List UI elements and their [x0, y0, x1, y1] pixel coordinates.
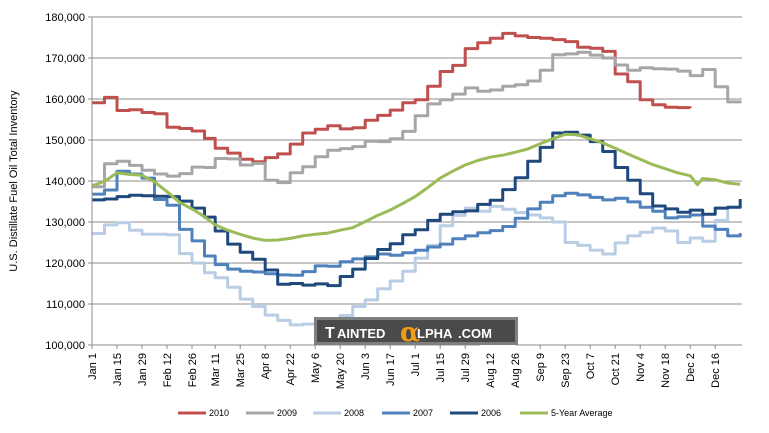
legend-label: 2006 [481, 408, 501, 418]
x-tick-label: Jan 15 [112, 353, 124, 386]
x-tick-label: Jun 17 [385, 353, 397, 386]
legend-label: 2009 [277, 408, 297, 418]
y-tick-label: 180,000 [45, 12, 85, 24]
x-tick-label: Aug 26 [510, 353, 522, 388]
x-tick-label: Nov 18 [660, 353, 672, 388]
x-tick-label: Aug 12 [485, 353, 497, 388]
x-tick-label: Feb 26 [187, 353, 199, 387]
grid [92, 16, 742, 346]
y-tick-label: 140,000 [45, 176, 85, 188]
y-tick-label: 130,000 [45, 217, 85, 229]
y-tick-label: 110,000 [46, 299, 85, 311]
x-tick-label: Sep 9 [535, 353, 547, 382]
y-tick-label: 100,000 [45, 340, 85, 352]
x-tick-label: May 20 [335, 353, 347, 389]
legend-label: 2010 [209, 408, 229, 418]
watermark-com: .COM [458, 326, 492, 341]
series-line-2009 [92, 50, 742, 189]
series-line-2006 [92, 130, 742, 288]
x-axis-ticks: Jan 1 Jan 15 Jan 29 Feb 12 Feb 26 Mar 11 Mar 2… [87, 345, 722, 389]
y-axis-title: U.S. Distillate Fuel Oil Total Inventory [8, 90, 20, 272]
x-tick-label: Jul 29 [460, 353, 472, 382]
series-line-2007 [92, 169, 742, 277]
watermark-t: T [325, 325, 335, 342]
x-tick-label: May 6 [310, 353, 322, 383]
x-tick-label: Apr 8 [260, 353, 272, 379]
x-tick-label: Jul 1 [410, 353, 422, 376]
x-tick-label: Jan 1 [87, 353, 99, 380]
y-tick-label: 150,000 [45, 135, 85, 147]
x-tick-label: Oct 21 [610, 353, 622, 385]
x-tick-label: Feb 12 [162, 353, 174, 387]
x-tick-label: Jul 15 [435, 353, 447, 382]
legend: 2010 2009 2008 2007 2006 5-Year Average [178, 408, 613, 418]
x-tick-label: Apr 22 [285, 353, 297, 385]
x-tick-label: Dec 2 [685, 353, 697, 382]
watermark-logo: T AINTED α LPHA .COM [314, 317, 518, 349]
watermark-alpha: α [400, 318, 420, 348]
y-tick-label: 170,000 [45, 53, 85, 65]
watermark-ainted: AINTED [337, 326, 385, 341]
x-tick-label: Dec 16 [710, 353, 722, 388]
y-tick-label: 120,000 [45, 258, 85, 270]
legend-label: 5-Year Average [551, 408, 613, 418]
x-tick-label: Sep 23 [560, 353, 572, 388]
legend-label: 2007 [413, 408, 433, 418]
legend-label: 2008 [344, 408, 364, 418]
x-tick-label: Mar 25 [235, 353, 247, 387]
y-axis-ticks: 100,000 110,000 120,000 130,000 140,000 150,0… [45, 12, 92, 352]
series-line-5-year-average [91, 132, 741, 242]
x-tick-label: Mar 11 [210, 353, 222, 386]
x-tick-label: Oct 7 [585, 353, 597, 379]
watermark-lpha: LPHA [417, 326, 453, 341]
series-line-2008 [92, 204, 742, 327]
series-line-2010 [92, 31, 692, 164]
series-lines [91, 31, 742, 327]
x-tick-label: Nov 4 [635, 353, 647, 382]
x-tick-label: Jun 3 [360, 353, 372, 380]
x-tick-label: Jan 29 [137, 353, 149, 386]
y-tick-label: 160,000 [45, 94, 85, 106]
